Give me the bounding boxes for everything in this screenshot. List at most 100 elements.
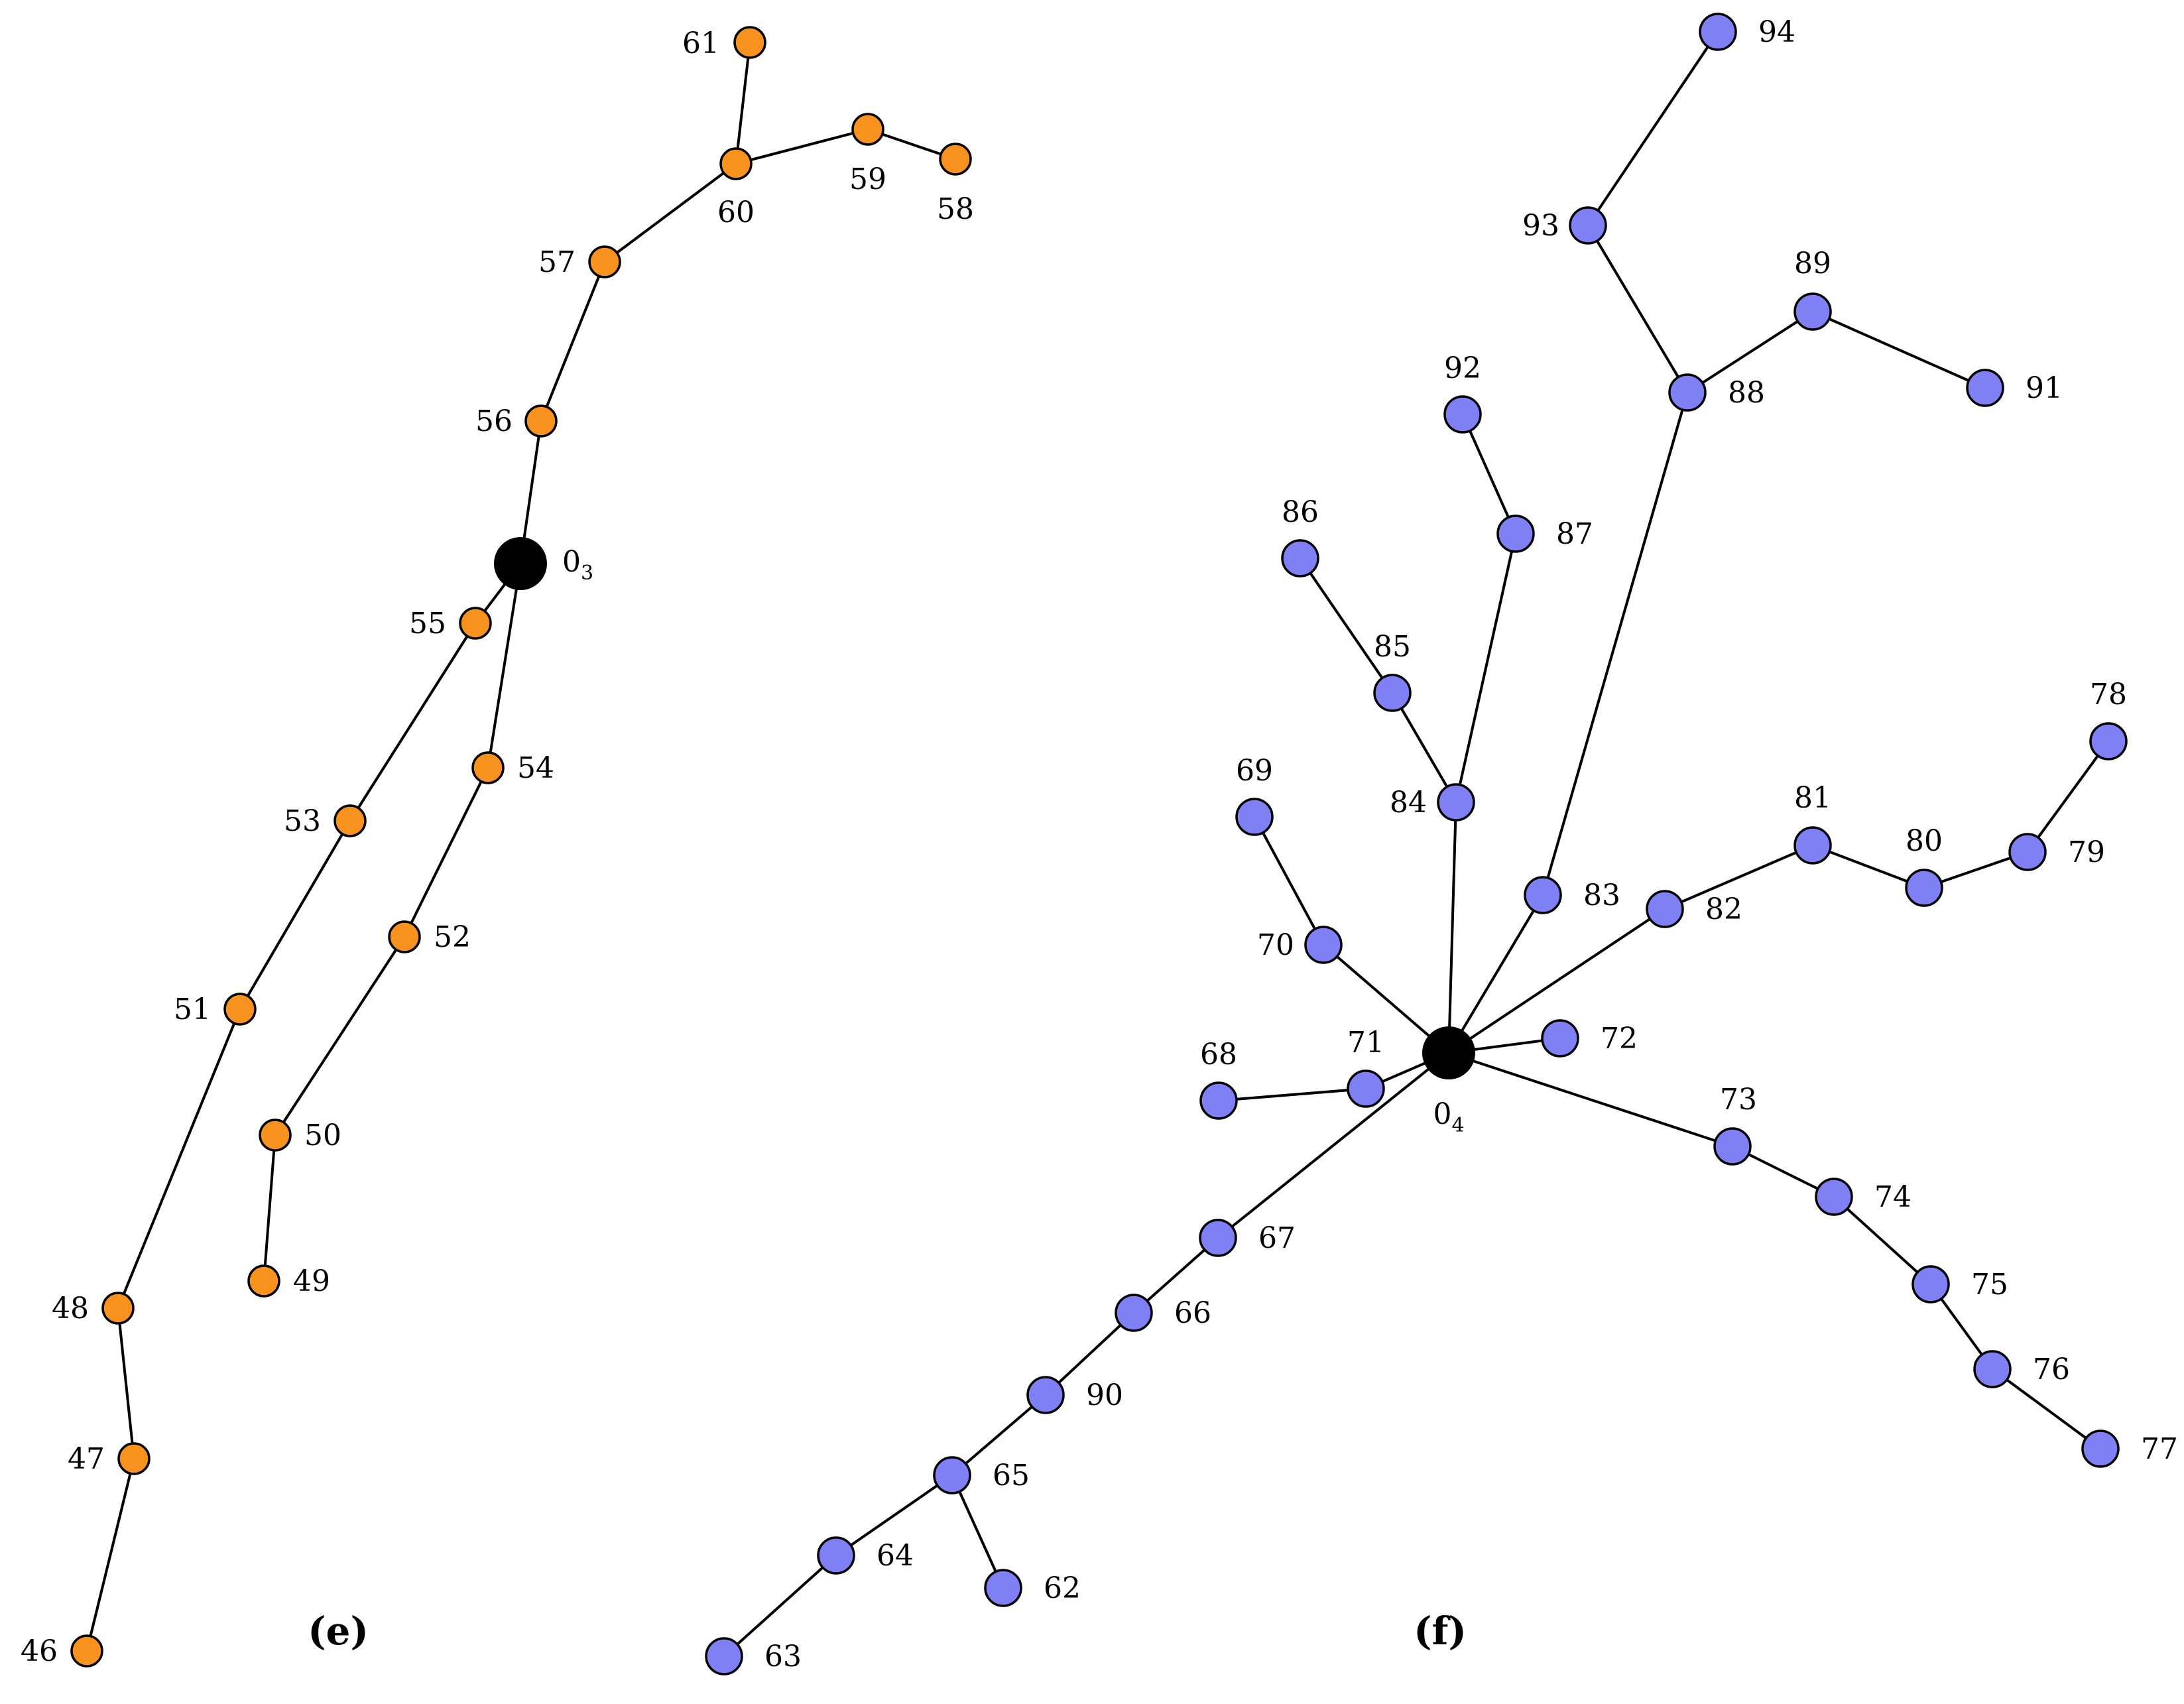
node-label-52: 52 xyxy=(434,920,471,954)
node-label-81: 81 xyxy=(1794,781,1831,815)
node-label-75: 75 xyxy=(1971,1268,2008,1302)
node-61 xyxy=(733,26,766,59)
node-51 xyxy=(223,993,257,1026)
node-label-51: 51 xyxy=(174,993,211,1026)
edge-52-50 xyxy=(274,936,406,1136)
node-85 xyxy=(1373,674,1412,712)
node-83 xyxy=(1524,876,1562,914)
edge-89-91 xyxy=(1812,310,1986,389)
node-label-82: 82 xyxy=(1705,892,1742,926)
node-label-93: 93 xyxy=(1522,209,1559,243)
edge-82-81 xyxy=(1664,844,1813,910)
edge-55-53 xyxy=(349,622,477,822)
node-label-65: 65 xyxy=(993,1459,1030,1492)
node-label-94: 94 xyxy=(1758,15,1795,49)
node-label-53: 53 xyxy=(284,804,321,838)
edge-56-57 xyxy=(540,261,606,422)
node-84 xyxy=(1437,783,1475,822)
node-label-49: 49 xyxy=(293,1264,330,1298)
node-label-62: 62 xyxy=(1044,1571,1081,1605)
node-label-57: 57 xyxy=(538,245,576,279)
node-86 xyxy=(1281,539,1319,578)
node-54 xyxy=(471,751,505,784)
node-55 xyxy=(459,607,492,640)
node-79 xyxy=(2008,833,2047,871)
edge-0_4-82 xyxy=(1447,908,1666,1054)
edge-0_3-54 xyxy=(487,563,522,768)
node-50 xyxy=(259,1119,292,1152)
node-label-61: 61 xyxy=(682,27,719,60)
node-label-59: 59 xyxy=(849,162,886,196)
edge-87-92 xyxy=(1461,414,1517,534)
edge-81-80 xyxy=(1812,844,1925,889)
edge-57-60 xyxy=(603,162,737,263)
edge-76-77 xyxy=(1991,1368,2102,1450)
node-label-80: 80 xyxy=(1906,824,1943,858)
node-87 xyxy=(1496,515,1535,553)
node-89 xyxy=(1793,292,1832,331)
edge-60-59 xyxy=(735,128,869,165)
node-47 xyxy=(117,1442,151,1475)
node-label-79: 79 xyxy=(2068,835,2105,869)
node-91 xyxy=(1966,369,2004,407)
node-label-87: 87 xyxy=(1556,517,1593,551)
node-71 xyxy=(1347,1069,1385,1108)
edge-88-89 xyxy=(1686,310,1814,394)
node-56 xyxy=(524,404,558,438)
node-label-89: 89 xyxy=(1794,247,1831,280)
node-label-83: 83 xyxy=(1583,879,1620,912)
panel-e-caption: (e) xyxy=(308,1609,369,1654)
edge-71-68 xyxy=(1218,1087,1366,1102)
node-label-68: 68 xyxy=(1200,1038,1237,1071)
node-label-47: 47 xyxy=(68,1442,105,1476)
node-57 xyxy=(588,245,621,278)
node-label-88: 88 xyxy=(1728,376,1765,410)
node-88 xyxy=(1668,373,1707,412)
node-label-74: 74 xyxy=(1874,1180,1911,1214)
edge-65-64 xyxy=(835,1474,953,1557)
edge-85-86 xyxy=(1299,557,1394,694)
node-label-63: 63 xyxy=(764,1640,802,1674)
edge-83-88 xyxy=(1542,392,1689,896)
node-label-55: 55 xyxy=(409,607,446,640)
node-label-70: 70 xyxy=(1257,928,1294,962)
node-68 xyxy=(1199,1081,1238,1120)
node-46 xyxy=(70,1634,103,1668)
edge-0_4-70 xyxy=(1322,943,1450,1054)
labels-layer: 46 47 48 49 50 51 52 53 54 55 56 57 58 59 60 61 03 62 63 64… xyxy=(21,15,2178,1674)
node-58 xyxy=(939,143,972,176)
root-node-0_3 xyxy=(494,537,547,590)
edge-74-75 xyxy=(1833,1195,1932,1286)
node-label-69: 69 xyxy=(1236,754,1273,788)
edge-54-52 xyxy=(403,767,489,938)
node-93 xyxy=(1569,206,1607,245)
node-label-73: 73 xyxy=(1720,1083,1757,1117)
node-label-46: 46 xyxy=(21,1634,58,1668)
node-label-90: 90 xyxy=(1086,1378,1123,1412)
node-label-86: 86 xyxy=(1282,495,1319,529)
node-81 xyxy=(1793,826,1832,865)
node-label-71: 71 xyxy=(1347,1026,1384,1060)
root-label-0_3: 03 xyxy=(562,545,593,585)
root-label-0_4: 04 xyxy=(1433,1097,1464,1137)
node-label-72: 72 xyxy=(1601,1022,1638,1056)
node-59 xyxy=(851,113,884,146)
node-label-78: 78 xyxy=(2090,678,2127,711)
node-label-48: 48 xyxy=(52,1292,89,1325)
node-label-77: 77 xyxy=(2141,1432,2178,1466)
node-66 xyxy=(1115,1294,1153,1332)
edge-60-61 xyxy=(735,42,751,164)
edge-70-69 xyxy=(1253,816,1325,945)
node-92 xyxy=(1443,395,1482,434)
edge-0_4-84 xyxy=(1447,802,1457,1054)
node-label-92: 92 xyxy=(1444,351,1481,385)
edge-84-87 xyxy=(1455,533,1517,803)
node-94 xyxy=(1699,13,1737,51)
edge-0_4-83 xyxy=(1447,894,1544,1054)
node-label-64: 64 xyxy=(877,1539,914,1573)
node-48 xyxy=(101,1292,135,1325)
node-label-66: 66 xyxy=(1174,1296,1211,1330)
node-60 xyxy=(719,147,753,180)
node-77 xyxy=(2081,1430,2120,1468)
node-label-56: 56 xyxy=(475,404,513,438)
